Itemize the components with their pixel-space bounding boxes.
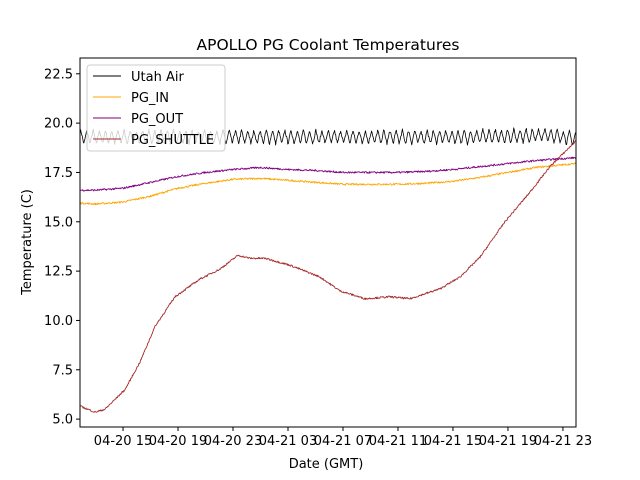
y-tick-label: 12.5 [44, 265, 73, 280]
x-tick-label: 04-21 15 [424, 434, 482, 449]
y-axis-label: Temperature (C) [20, 189, 35, 296]
series-line-pg-out [80, 156, 576, 192]
legend-item: PG_IN [93, 91, 169, 106]
y-tick-label: 17.5 [44, 166, 73, 181]
legend-label: PG_OUT [131, 112, 183, 127]
y-axis: 5.0 7.5 10.0 12.5 15.0 17.5 20.0 22.5 [44, 67, 80, 428]
series-line-pg-in [80, 162, 576, 206]
x-tick-label: 04-21 23 [534, 434, 592, 449]
x-tick-label: 04-20 15 [94, 434, 152, 449]
legend-item: Utah Air [93, 70, 184, 85]
x-tick-label: 04-21 07 [314, 434, 372, 449]
x-tick-label: 04-21 19 [479, 434, 537, 449]
y-tick-label: 15.0 [44, 215, 73, 230]
legend-item: PG_OUT [93, 112, 183, 127]
series-line-pg-shuttle [80, 140, 576, 413]
y-tick-label: 10.0 [44, 314, 73, 329]
y-tick-label: 5.0 [52, 413, 73, 428]
x-tick-label: 04-21 03 [259, 434, 317, 449]
y-tick-label: 20.0 [44, 117, 73, 132]
legend-label: PG_SHUTTLE [131, 133, 214, 148]
y-tick-label: 7.5 [52, 363, 73, 378]
legend-box [86, 64, 226, 152]
x-tick-label: 04-20 19 [149, 434, 207, 449]
legend: Utah Air PG_IN PG_OUT PG_SHUTTLE [86, 64, 226, 152]
legend-label: PG_IN [131, 91, 169, 106]
legend-label: Utah Air [131, 70, 184, 85]
chart-title: APOLLO PG Coolant Temperatures [197, 36, 460, 54]
plot-frame [79, 57, 577, 428]
y-tick-label: 22.5 [44, 67, 73, 82]
x-tick-label: 04-21 11 [369, 434, 427, 449]
x-tick-label: 04-20 23 [204, 434, 262, 449]
legend-item: PG_SHUTTLE [93, 133, 214, 148]
x-axis-label: Date (GMT) [289, 457, 364, 472]
